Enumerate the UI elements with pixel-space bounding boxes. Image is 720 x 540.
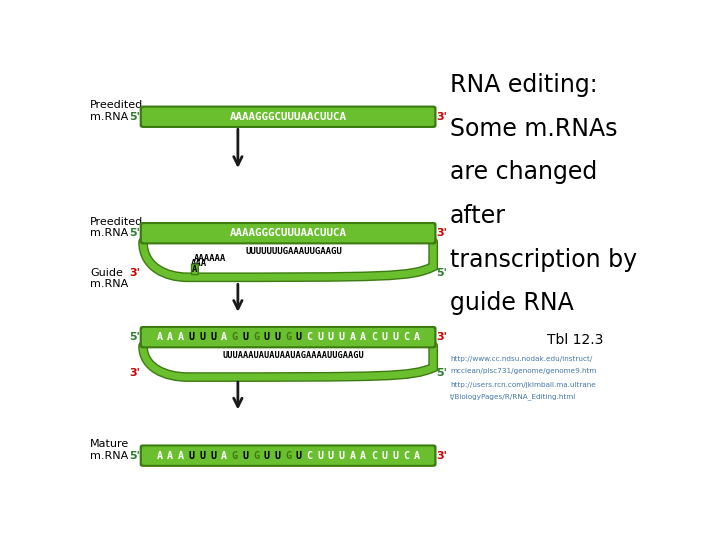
Text: 3': 3': [130, 268, 140, 278]
Text: U: U: [382, 332, 387, 342]
Text: U: U: [296, 332, 302, 342]
Text: guide RNA: guide RNA: [450, 292, 574, 315]
Text: A: A: [360, 451, 366, 461]
Text: 3': 3': [130, 368, 140, 378]
Text: AAAAAA: AAAAAA: [194, 254, 226, 263]
Text: 3': 3': [436, 332, 447, 342]
FancyBboxPatch shape: [142, 328, 434, 346]
Text: U: U: [274, 451, 280, 461]
Text: A: A: [192, 265, 197, 274]
Text: http://www.cc.ndsu.nodak.edu/instruct/: http://www.cc.ndsu.nodak.edu/instruct/: [450, 356, 593, 362]
Text: A: A: [178, 332, 184, 342]
Text: http://users.rcn.com/jkimball.ma.ultrane: http://users.rcn.com/jkimball.ma.ultrane: [450, 382, 595, 388]
Text: C: C: [307, 332, 312, 342]
Text: t/BiologyPages/R/RNA_Editing.html: t/BiologyPages/R/RNA_Editing.html: [450, 394, 576, 401]
Text: U: U: [392, 451, 398, 461]
Text: U: U: [199, 332, 205, 342]
Text: 3': 3': [436, 228, 447, 238]
Text: A: A: [414, 332, 420, 342]
Text: are changed: are changed: [450, 160, 597, 185]
Text: U: U: [264, 332, 270, 342]
Text: A: A: [221, 332, 227, 342]
Text: Preedited: Preedited: [90, 100, 143, 110]
Text: C: C: [371, 332, 377, 342]
Text: UUUAAAUAUAUAAUAGAAAAUUGAAGU: UUUAAAUAUAUAAUAGAAAAUUGAAGU: [222, 350, 364, 360]
FancyBboxPatch shape: [142, 107, 434, 126]
Text: RNA editing:: RNA editing:: [450, 73, 598, 97]
FancyBboxPatch shape: [140, 222, 436, 245]
Text: G: G: [232, 451, 238, 461]
Text: U: U: [382, 451, 387, 461]
FancyBboxPatch shape: [140, 444, 436, 467]
Text: G: G: [253, 332, 259, 342]
Text: A: A: [167, 332, 174, 342]
FancyBboxPatch shape: [140, 326, 436, 348]
Text: A: A: [221, 451, 227, 461]
Text: AAA: AAA: [191, 259, 207, 268]
Text: m.RNA: m.RNA: [90, 451, 128, 461]
Text: A: A: [178, 451, 184, 461]
Text: C: C: [403, 451, 409, 461]
Text: U: U: [338, 451, 345, 461]
FancyBboxPatch shape: [142, 224, 434, 242]
Text: A: A: [156, 332, 163, 342]
Text: U: U: [392, 332, 398, 342]
Text: Mature: Mature: [90, 439, 130, 449]
Text: 5': 5': [130, 228, 140, 238]
Text: UUUUUUUGAAAUUGAAGU: UUUUUUUGAAAUUGAAGU: [246, 247, 342, 255]
Text: U: U: [318, 451, 323, 461]
Text: m.RNA: m.RNA: [90, 112, 128, 122]
Text: C: C: [307, 451, 312, 461]
Text: U: U: [338, 332, 345, 342]
Text: U: U: [242, 451, 248, 461]
Text: G: G: [285, 451, 291, 461]
Text: U: U: [210, 451, 216, 461]
Text: after: after: [450, 204, 506, 228]
Text: U: U: [189, 332, 194, 342]
Text: A: A: [349, 451, 356, 461]
Text: transcription by: transcription by: [450, 248, 637, 272]
Text: 5': 5': [436, 268, 447, 278]
Text: 3': 3': [436, 112, 447, 122]
Text: U: U: [318, 332, 323, 342]
Text: U: U: [189, 451, 194, 461]
Text: U: U: [274, 332, 280, 342]
Text: G: G: [253, 451, 259, 461]
Text: m.RNA: m.RNA: [90, 279, 128, 288]
FancyBboxPatch shape: [140, 105, 436, 128]
Text: U: U: [210, 332, 216, 342]
Text: mcclean/plsc731/genome/genome9.htm: mcclean/plsc731/genome/genome9.htm: [450, 368, 596, 374]
Text: AAAAGGGCUUUAACUUCA: AAAAGGGCUUUAACUUCA: [230, 112, 346, 122]
FancyBboxPatch shape: [142, 447, 434, 465]
Text: Preedited: Preedited: [90, 217, 143, 227]
Text: m.RNA: m.RNA: [90, 228, 128, 238]
Text: A: A: [349, 332, 356, 342]
Text: Tbl 12.3: Tbl 12.3: [547, 333, 603, 347]
Text: A: A: [167, 451, 174, 461]
Text: C: C: [371, 451, 377, 461]
Text: 3': 3': [436, 451, 447, 461]
Text: A: A: [360, 332, 366, 342]
Text: U: U: [264, 451, 270, 461]
Text: 5': 5': [130, 332, 140, 342]
Text: 5': 5': [130, 112, 140, 122]
Text: U: U: [199, 451, 205, 461]
Text: A: A: [156, 451, 163, 461]
Text: G: G: [232, 332, 238, 342]
Text: 5': 5': [130, 451, 140, 461]
Text: U: U: [328, 332, 334, 342]
Text: U: U: [296, 451, 302, 461]
Text: 5': 5': [436, 368, 447, 378]
Text: A: A: [414, 451, 420, 461]
Text: U: U: [328, 451, 334, 461]
Text: Some m.RNAs: Some m.RNAs: [450, 117, 618, 141]
Text: AAAAGGGCUUUAACUUCA: AAAAGGGCUUUAACUUCA: [230, 228, 346, 238]
Text: G: G: [285, 332, 291, 342]
Text: C: C: [403, 332, 409, 342]
Text: U: U: [242, 332, 248, 342]
Text: Guide: Guide: [90, 268, 123, 278]
